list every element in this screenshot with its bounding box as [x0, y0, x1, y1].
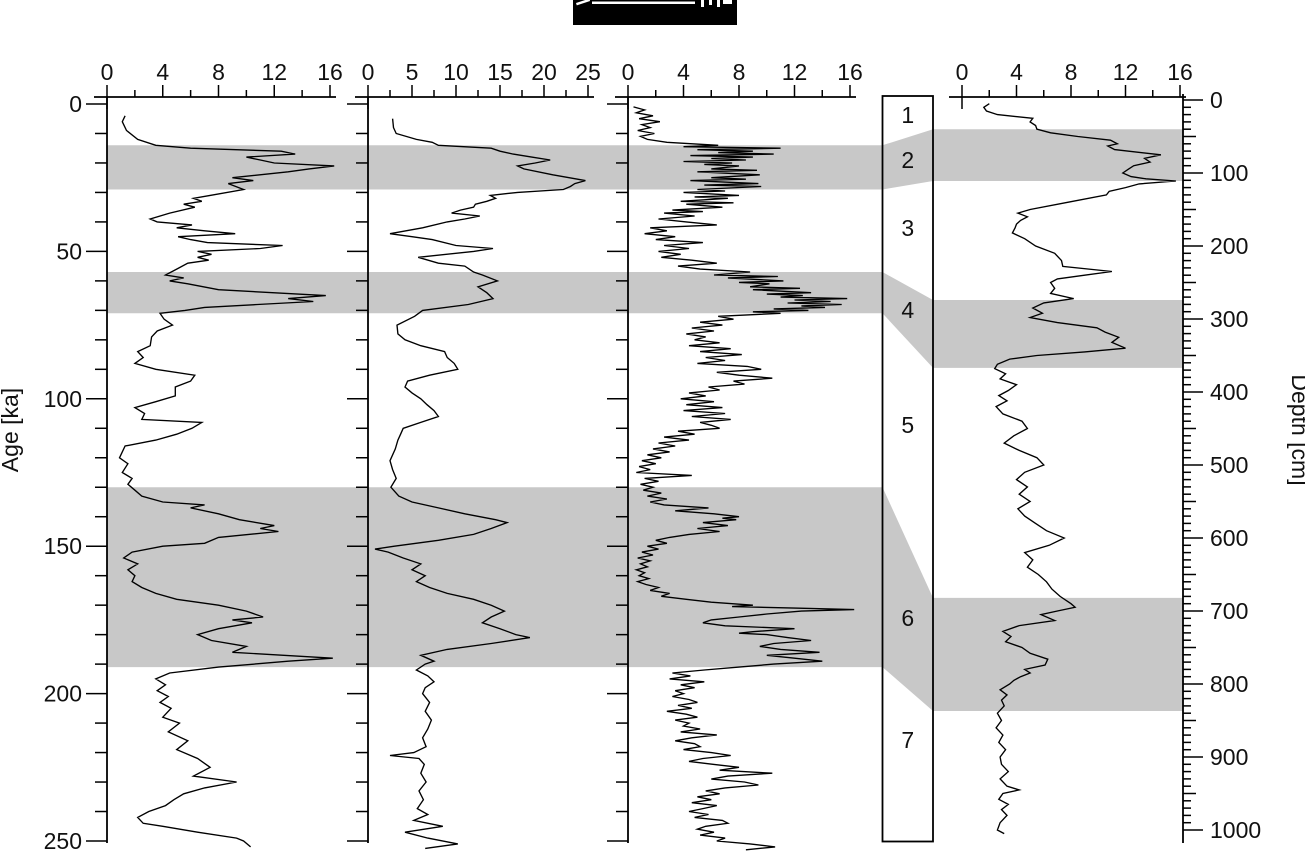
- axis-titles: Age [ka] Depth [cm]: [0, 374, 1305, 485]
- panel3-curve: [633, 106, 855, 851]
- top-axis-tick-label: 8: [212, 59, 225, 85]
- banner-glyph-fragment: [723, 0, 732, 4]
- depth-tick-label: 900: [1210, 744, 1248, 770]
- depth-tick-label: 800: [1210, 671, 1248, 697]
- top-axis-tick-label: 8: [733, 59, 746, 85]
- mis-band: [107, 487, 1183, 712]
- mis-bands: [107, 129, 1183, 712]
- stage-label: 2: [901, 147, 914, 173]
- banner-glyph-fragment: [576, 0, 591, 6]
- stage-label: 5: [901, 412, 914, 438]
- top-axis-tick-label: 4: [677, 59, 690, 85]
- age-axis-title: Age [ka]: [0, 388, 23, 472]
- top-axis-tick-label: 8: [1065, 59, 1078, 85]
- top-axis-tick-label: 25: [575, 59, 601, 85]
- depth-tick-label: 0: [1210, 87, 1223, 113]
- panel1-curve: [118, 115, 335, 848]
- top-axis-tick-label: 4: [156, 59, 169, 85]
- mis-band: [107, 272, 1183, 368]
- depth-tick-label: 600: [1210, 525, 1248, 551]
- stage-column: 1 2 3 4 5 6 7: [881, 95, 934, 843]
- panel4-curve: [982, 103, 1176, 835]
- depth-tick-label: 500: [1210, 452, 1248, 478]
- stage-label: 1: [901, 102, 914, 128]
- panel2-curve: [374, 118, 586, 850]
- banner-glyph-fragment: [592, 1, 695, 4]
- top-axis-tick-label: 16: [317, 59, 343, 85]
- top-axis-tick-label: 0: [362, 59, 375, 85]
- depth-tick-label: 700: [1210, 598, 1248, 624]
- depth-tick-label: 400: [1210, 379, 1248, 405]
- top-axis-tick-label: 4: [1010, 59, 1023, 85]
- age-tick-label: 150: [44, 533, 82, 559]
- age-tick-label: 100: [44, 386, 82, 412]
- top-axis-tick-label: 5: [406, 59, 419, 85]
- title-banner: [573, 0, 737, 25]
- mis-band: [107, 129, 1183, 190]
- depth-tick-label: 200: [1210, 233, 1248, 259]
- top-axis-tick-label: 0: [101, 59, 114, 85]
- axes: 0 4 8 12 16 0 5 10 15 20 25 0 4 8 12 16 0 4 8 12 16050100150…: [44, 59, 1262, 854]
- age-tick-label: 50: [56, 238, 82, 264]
- age-tick-label: 0: [69, 91, 82, 117]
- top-axis-tick-label: 10: [443, 59, 469, 85]
- stage-label: 4: [901, 297, 914, 323]
- top-axis-tick-label: 12: [1113, 59, 1139, 85]
- banner-glyph-fragment: [709, 0, 712, 5]
- top-axis-tick-label: 16: [1167, 59, 1193, 85]
- depth-tick-label: 100: [1210, 160, 1248, 186]
- top-axis-tick-label: 20: [531, 59, 557, 85]
- stage-label: 7: [901, 727, 914, 753]
- age-tick-label: 250: [44, 828, 82, 854]
- top-axis-tick-label: 15: [487, 59, 513, 85]
- banner-glyph-fragment: [701, 0, 704, 7]
- depth-tick-label: 300: [1210, 306, 1248, 332]
- banner-glyph-fragment: [717, 0, 720, 7]
- stage-column-box: [881, 95, 934, 843]
- top-axis-tick-label: 0: [622, 59, 635, 85]
- top-axis-tick-label: 12: [261, 59, 287, 85]
- top-axis-tick-label: 12: [782, 59, 808, 85]
- age-tick-label: 200: [44, 681, 82, 707]
- depth-tick-label: 1000: [1210, 817, 1261, 843]
- depth-axis-title: Depth [cm]: [1287, 374, 1305, 485]
- stage-label: 6: [901, 605, 914, 631]
- curves: [118, 103, 1176, 851]
- top-axis-tick-label: 0: [956, 59, 969, 85]
- top-axis-tick-label: 16: [837, 59, 863, 85]
- stage-label: 3: [901, 215, 914, 241]
